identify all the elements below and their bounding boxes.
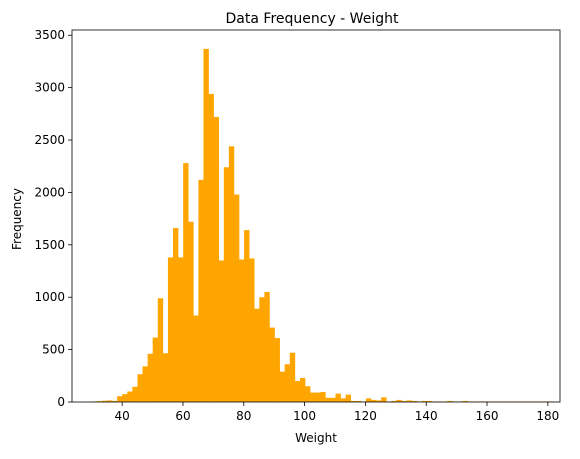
histogram-bar <box>107 400 113 402</box>
histogram-bar <box>320 392 326 402</box>
histogram-bar <box>376 400 382 402</box>
histogram-bar <box>137 374 143 402</box>
bars-layer <box>91 48 555 403</box>
axes-layer: 40 60 80 100 120 140 160 180 0 500 1000 1500 2000 250… <box>34 28 561 423</box>
histogram-bar <box>391 400 397 402</box>
histogram-bar <box>254 308 260 402</box>
histogram-bar <box>188 221 194 402</box>
chart-title: Data Frequency - Weight <box>226 11 399 27</box>
histogram-bar <box>122 394 128 402</box>
histogram-bar <box>330 397 336 402</box>
histogram-bar <box>274 338 280 402</box>
histogram-bar <box>101 400 108 402</box>
histogram-bar <box>269 327 275 402</box>
histogram-bar <box>193 315 199 402</box>
histogram-bar <box>127 391 133 402</box>
histogram-bar <box>411 400 418 402</box>
histogram-bar <box>117 396 123 402</box>
histogram-bar <box>365 398 372 402</box>
histogram-bar <box>173 228 179 402</box>
histogram-bar <box>162 353 169 402</box>
histogram-bar <box>335 393 341 402</box>
histogram-bar <box>157 298 164 402</box>
y-tick-label: 1000 <box>34 290 65 304</box>
histogram-bar <box>233 194 240 402</box>
y-tick-label: 2000 <box>34 185 65 199</box>
x-tick-label: 60 <box>175 409 190 423</box>
histogram-bar <box>289 352 296 402</box>
histogram-bar <box>249 258 255 402</box>
histogram-bar <box>381 397 387 402</box>
histogram-bar <box>345 394 352 402</box>
histogram-bar <box>462 400 468 402</box>
histogram-bar <box>355 400 362 402</box>
histogram-bar <box>371 399 377 402</box>
histogram-bar <box>340 398 346 402</box>
y-tick-label: 3000 <box>34 81 65 95</box>
histogram-bar <box>203 48 209 403</box>
histogram-bar <box>279 371 286 402</box>
histogram-bar <box>167 257 174 402</box>
histogram-bar <box>421 400 428 402</box>
histogram-bar <box>426 400 433 402</box>
x-tick-label: 40 <box>115 409 130 423</box>
histogram-bar <box>299 377 306 402</box>
y-tick-label: 500 <box>42 343 65 357</box>
plot-frame <box>71 29 561 403</box>
histogram-bar <box>350 400 357 402</box>
histogram-bar <box>315 392 321 402</box>
histogram-bar <box>284 364 291 402</box>
x-tick-label: 80 <box>236 409 251 423</box>
y-tick-label: 3500 <box>34 28 65 42</box>
histogram-bar <box>96 401 103 402</box>
y-axis-label: Frequency <box>10 188 24 250</box>
histogram-bar <box>325 397 331 402</box>
histogram-bar <box>223 167 230 402</box>
histogram-bar <box>147 353 153 402</box>
histogram-bar <box>447 400 453 402</box>
histogram-bar <box>142 366 148 402</box>
histogram-bar <box>406 400 412 402</box>
histogram-bar <box>310 392 316 402</box>
y-tick-label: 2500 <box>34 133 65 147</box>
x-axis-label: Weight <box>295 431 337 445</box>
histogram-bar <box>183 163 189 402</box>
x-tick-label: 160 <box>476 409 499 423</box>
histogram-bar <box>259 297 265 402</box>
histogram-bar <box>264 291 270 402</box>
histogram-bar <box>178 257 184 402</box>
x-tick-label: 180 <box>536 409 559 423</box>
x-tick-label: 140 <box>415 409 438 423</box>
histogram-bar <box>132 386 138 402</box>
x-tick-label: 100 <box>293 409 316 423</box>
histogram-bar <box>305 386 311 402</box>
x-tick-label: 120 <box>354 409 377 423</box>
histogram-bar <box>401 400 407 402</box>
histogram-bar <box>208 93 214 403</box>
histogram-bar <box>198 179 204 402</box>
histogram-bar <box>112 400 118 402</box>
histogram-bar <box>152 337 159 402</box>
y-tick-label: 1500 <box>34 238 65 252</box>
histogram-bar <box>218 260 225 402</box>
histogram-bar <box>396 399 402 402</box>
histogram-bar <box>239 259 245 402</box>
histogram-bar <box>244 230 250 402</box>
histogram-bar <box>228 146 235 402</box>
histogram-bar <box>294 381 301 402</box>
histogram-bar <box>213 116 220 402</box>
y-tick-label: 0 <box>57 395 65 409</box>
